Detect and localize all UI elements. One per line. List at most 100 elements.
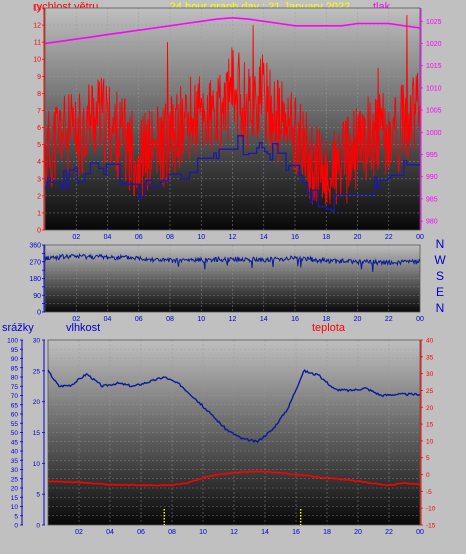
x-tick-label: 22	[385, 316, 393, 323]
y-tick-label-pressure: 1020	[426, 41, 442, 48]
y-tick-label-pressure: 1025	[426, 19, 442, 26]
y-tick-label-pressure: 1000	[426, 130, 442, 137]
y-tick-label-humidity: 15	[33, 430, 41, 437]
x-tick-label: 18	[323, 529, 331, 536]
x-tick-label: 06	[135, 234, 143, 241]
x-tick-label: 10	[199, 529, 207, 536]
y-tick-label-wind: 5	[37, 142, 41, 149]
x-tick-label: 14	[260, 234, 268, 241]
y-tick-label-rain: 65	[11, 402, 19, 409]
y-tick-label-temperature: 30	[426, 371, 434, 378]
y-tick-label-wind: 1	[37, 210, 41, 217]
x-tick-label: 20	[354, 234, 362, 241]
rain-humidity-temperature-panel: 0510152025303540455055606570758085909510…	[7, 338, 436, 537]
y-tick-label-rain: 20	[11, 486, 19, 493]
y-tick-label-humidity: 0	[36, 523, 40, 530]
humidity-line	[47, 369, 421, 444]
y-tick-label-pressure: 1010	[426, 85, 442, 92]
y-tick-label-temperature: -15	[426, 523, 436, 530]
x-tick-label: 00	[416, 316, 424, 323]
y-tick-label-temperature: 40	[426, 338, 434, 345]
y-tick-label-temperature: 10	[426, 438, 434, 445]
y-tick-label-pressure: 980	[426, 219, 438, 226]
y-tick-label-rain: 55	[11, 421, 19, 428]
humidity-label: vlhkost	[66, 322, 100, 334]
x-tick-label: 04	[104, 316, 112, 323]
wind-pressure-panel: 0123456789101112139809859909951000100510…	[33, 6, 441, 242]
x-tick-label: 00	[416, 529, 424, 536]
y-tick-label-wind: 3	[37, 176, 41, 183]
y-tick-label-direction: 0	[37, 310, 41, 317]
y-tick-label-wind: 11	[34, 40, 41, 47]
y-tick-label-temperature: 0	[426, 472, 430, 479]
y-tick-label-rain: 15	[11, 495, 19, 502]
compass-labels: N W S E N	[434, 237, 446, 315]
x-tick-label: 14	[261, 529, 269, 536]
y-tick-label-wind: 13	[33, 6, 41, 13]
x-tick-label: 20	[354, 529, 362, 536]
y-tick-label-direction: 90	[33, 293, 41, 300]
y-tick-label-temperature: -10	[426, 506, 436, 513]
temperature-label: teplota	[312, 322, 346, 334]
y-tick-label-humidity: 20	[33, 399, 41, 406]
y-tick-label-temperature: 5	[426, 455, 430, 462]
y-tick-label-wind: 7	[37, 108, 41, 115]
y-tick-label-pressure: 995	[426, 152, 438, 159]
plot-border	[47, 339, 421, 526]
x-tick-label: 16	[291, 234, 299, 241]
y-tick-label-rain: 30	[11, 467, 19, 474]
x-tick-label: 00	[416, 234, 424, 241]
x-tick-label: 10	[197, 234, 205, 241]
x-tick-label: 20	[354, 316, 362, 323]
y-tick-label-pressure: 990	[426, 174, 438, 181]
y-tick-label-temperature: 20	[426, 405, 434, 412]
y-tick-label-rain: 100	[7, 338, 18, 345]
x-tick-label: 12	[230, 529, 238, 536]
x-tick-label: 12	[229, 316, 237, 323]
y-tick-label-rain: 60	[11, 412, 19, 419]
y-tick-label-wind: 8	[37, 91, 41, 98]
x-tick-label: 12	[229, 234, 237, 241]
y-tick-label-humidity: 25	[33, 368, 41, 375]
y-tick-label-humidity: 10	[33, 461, 41, 468]
x-tick-label: 06	[135, 316, 143, 323]
y-tick-label-rain: 35	[11, 458, 19, 465]
x-tick-label: 08	[166, 316, 174, 323]
y-tick-label-wind: 12	[33, 23, 41, 30]
y-tick-label-wind: 6	[37, 125, 41, 132]
y-tick-label-rain: 10	[11, 504, 19, 511]
y-tick-label-rain: 40	[11, 449, 19, 456]
x-tick-label: 08	[166, 234, 174, 241]
wind-average-line	[45, 135, 420, 212]
x-tick-label: 10	[197, 316, 205, 323]
temperature-line	[47, 470, 421, 487]
y-tick-label-rain: 50	[11, 430, 19, 437]
compass-n-top: N	[436, 237, 445, 251]
y-tick-label-wind: 2	[37, 193, 41, 200]
y-tick-label-rain: 0	[14, 523, 18, 530]
y-tick-label-pressure: 1015	[426, 63, 442, 70]
y-tick-label-rain: 70	[11, 393, 19, 400]
y-tick-label-rain: 45	[11, 439, 19, 446]
x-tick-label: 04	[104, 234, 112, 241]
x-tick-label: 18	[322, 316, 330, 323]
y-tick-label-wind: 4	[37, 159, 41, 166]
x-tick-label: 22	[385, 234, 393, 241]
x-tick-label: 04	[106, 529, 114, 536]
y-tick-label-wind: 10	[33, 57, 41, 64]
compass-s: S	[436, 269, 444, 283]
y-tick-label-rain: 5	[14, 513, 18, 520]
y-tick-label-temperature: 35	[426, 354, 434, 361]
x-tick-label: 14	[260, 316, 268, 323]
y-tick-label-rain: 80	[11, 375, 19, 382]
y-tick-label-wind: 0	[37, 228, 41, 235]
x-tick-label: 16	[291, 316, 299, 323]
x-tick-label: 22	[385, 529, 393, 536]
wind-direction-panel: 0 90 180 270 360 02 04 06 08 10 12 14 16 18 20 22 00	[29, 243, 424, 324]
wind-direction-line	[44, 252, 421, 272]
y-tick-label-rain: 25	[11, 476, 19, 483]
y-tick-label-humidity: 5	[36, 492, 40, 499]
y-tick-label-wind: 9	[37, 74, 41, 81]
plot-border	[44, 7, 421, 231]
